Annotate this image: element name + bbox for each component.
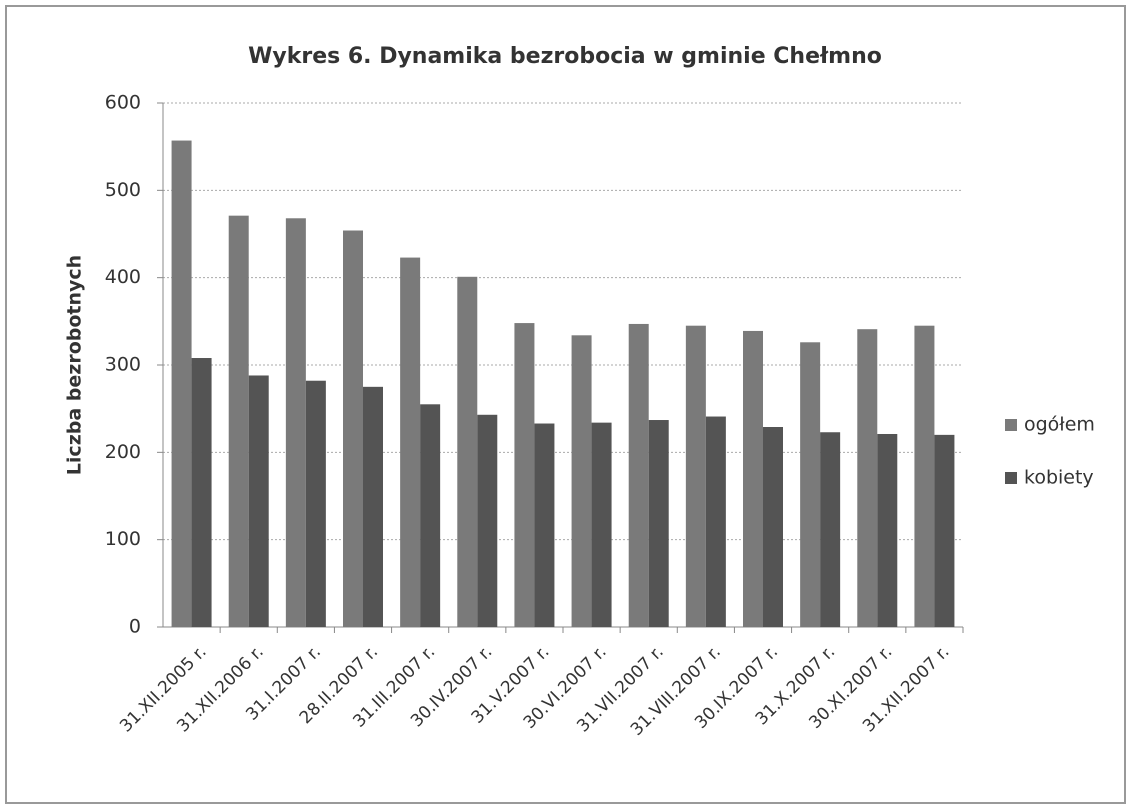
bar (477, 414, 498, 627)
bar (591, 422, 612, 627)
y-tick-label: 200 (105, 441, 141, 463)
y-tick-label: 0 (129, 616, 141, 638)
y-axis-label: Liczba bezrobotnych (64, 255, 86, 475)
bar (763, 427, 783, 627)
bar (343, 230, 363, 628)
bar (820, 432, 841, 627)
bar (363, 386, 383, 627)
bar (648, 420, 669, 627)
bar (171, 140, 192, 627)
bar (400, 257, 421, 627)
bar (228, 215, 249, 627)
bar (248, 375, 269, 627)
bar (685, 325, 706, 627)
y-tick-label: 400 (105, 266, 141, 288)
chart-title: Wykres 6. Dynamika bezrobocia w gminie C… (248, 44, 882, 69)
bar (514, 323, 535, 627)
bar (571, 335, 592, 627)
legend-label: ogółem (1024, 414, 1095, 436)
bar (934, 434, 955, 627)
bar (705, 416, 726, 627)
legend-label: kobiety (1024, 467, 1094, 489)
bar (877, 433, 898, 627)
y-tick-label: 600 (105, 92, 141, 114)
legend-swatch (1005, 419, 1017, 431)
y-tick-label: 500 (105, 179, 141, 201)
legend-swatch (1005, 472, 1017, 484)
bar (305, 380, 326, 627)
bar (743, 330, 763, 627)
bar (628, 323, 649, 627)
bar (420, 404, 441, 627)
bar (914, 325, 935, 627)
bar (191, 358, 212, 627)
bar (534, 423, 555, 627)
bar (285, 218, 306, 627)
bar (857, 329, 878, 627)
y-tick-label: 100 (105, 528, 141, 550)
y-tick-label: 300 (105, 354, 141, 376)
bar (800, 342, 821, 627)
bar (457, 276, 478, 627)
